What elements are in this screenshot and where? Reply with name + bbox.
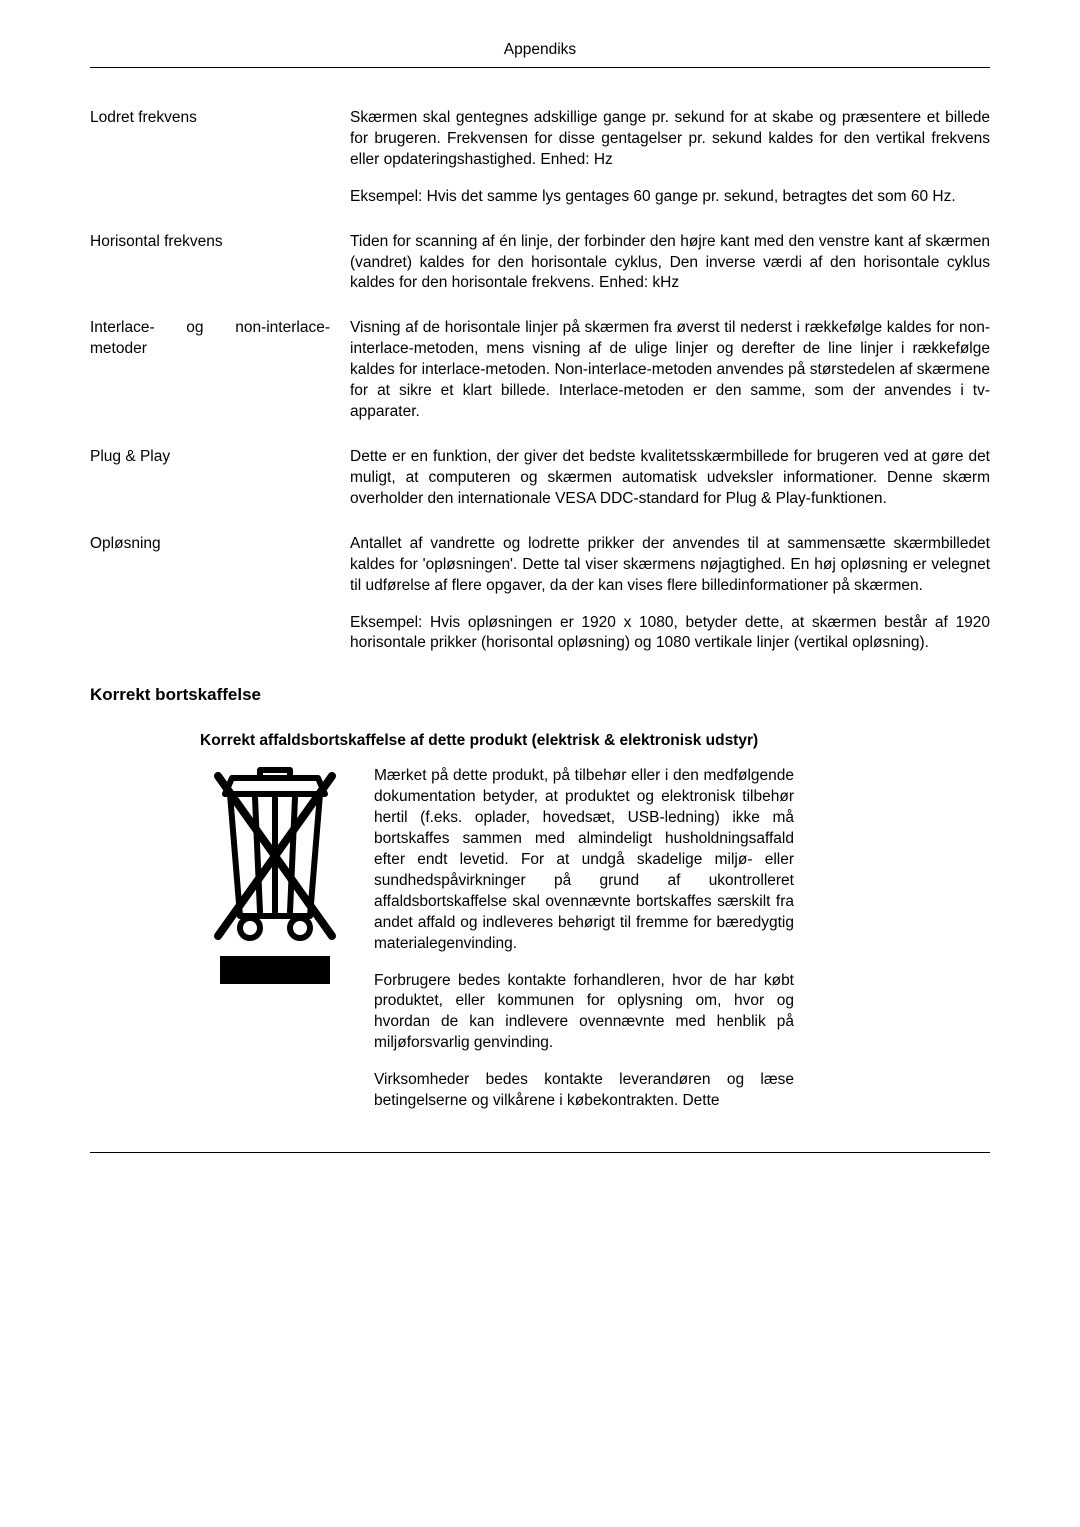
definition-paragraph: Eksempel: Hvis opløsningen er 1920 x 108…	[350, 613, 990, 655]
definition-description: Antallet af vandrette og lodrette prikke…	[350, 534, 990, 655]
definition-paragraph: Eksempel: Hvis det samme lys gentages 60…	[350, 187, 990, 208]
definition-term: Lodret frekvens	[90, 108, 350, 208]
definition-row: Lodret frekvens Skærmen skal gentegnes a…	[90, 108, 990, 208]
disposal-content: Mærket på dette produkt, på tilbehør ell…	[200, 766, 990, 1112]
disposal-paragraph: Virksomheder bedes kontakte leverandøren…	[374, 1070, 794, 1112]
definition-description: Skærmen skal gentegnes adskillige gange …	[350, 108, 990, 208]
definition-description: Visning af de horisontale linjer på skær…	[350, 318, 990, 423]
definition-term: Horisontal frekvens	[90, 232, 350, 295]
definition-description: Dette er en funktion, der giver det beds…	[350, 447, 990, 510]
definition-paragraph: Dette er en funktion, der giver det beds…	[350, 447, 990, 510]
definition-row: Opløsning Antallet af vandrette og lodre…	[90, 534, 990, 655]
disposal-block: Korrekt affaldsbortskaffelse af dette pr…	[90, 731, 990, 1112]
definition-paragraph: Visning af de horisontale linjer på skær…	[350, 318, 990, 423]
weee-bin-icon	[200, 766, 350, 1112]
disposal-heading: Korrekt bortskaffelse	[90, 684, 990, 707]
definition-paragraph: Antallet af vandrette og lodrette prikke…	[350, 534, 990, 597]
definition-term: Plug & Play	[90, 447, 350, 510]
disposal-paragraph: Mærket på dette produkt, på tilbehør ell…	[374, 766, 794, 954]
disposal-title: Korrekt affaldsbortskaffelse af dette pr…	[200, 731, 990, 752]
definition-description: Tiden for scanning af én linje, der forb…	[350, 232, 990, 295]
definition-term: Interlace- og non-interlace-metoder	[90, 318, 350, 423]
definition-row: Interlace- og non-interlace-metoder Visn…	[90, 318, 990, 423]
disposal-text: Mærket på dette produkt, på tilbehør ell…	[374, 766, 794, 1112]
page-header-title: Appendiks	[90, 40, 990, 68]
disposal-paragraph: Forbrugere bedes kontakte forhandleren, …	[374, 971, 794, 1055]
footer-divider	[90, 1152, 990, 1153]
definition-term: Opløsning	[90, 534, 350, 655]
definition-row: Horisontal frekvens Tiden for scanning a…	[90, 232, 990, 295]
definition-row: Plug & Play Dette er en funktion, der gi…	[90, 447, 990, 510]
definitions-table: Lodret frekvens Skærmen skal gentegnes a…	[90, 108, 990, 654]
definition-paragraph: Tiden for scanning af én linje, der forb…	[350, 232, 990, 295]
definition-paragraph: Skærmen skal gentegnes adskillige gange …	[350, 108, 990, 171]
